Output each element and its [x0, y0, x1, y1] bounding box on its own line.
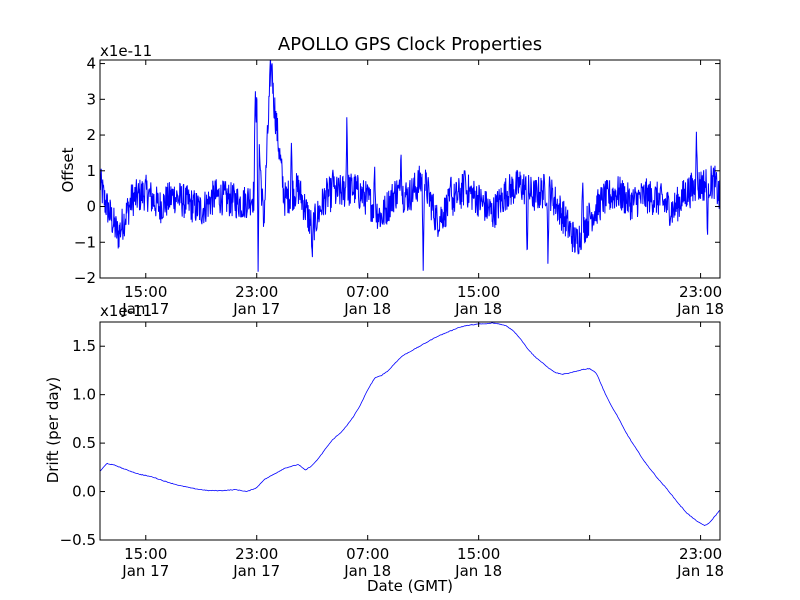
offset-y-multiplier: x1e-11 [100, 42, 152, 60]
offset-x-tick-label-time: 07:00 [346, 283, 389, 301]
drift-x-tick-label-date: Jan 18 [676, 562, 724, 580]
offset-x-tick-label-time: 23:00 [235, 283, 278, 301]
x-axis-label: Date (GMT) [367, 577, 453, 595]
offset-x-tick-label-date: Jan 17 [232, 300, 280, 318]
offset-y-tick-label: 2 [86, 126, 96, 144]
drift-series-line [100, 322, 720, 526]
offset-x-tick-label-date: Jan 17 [121, 300, 169, 318]
drift-y-axis-label: Drift (per day) [44, 377, 62, 484]
drift-x-tick-label-time: 23:00 [235, 545, 278, 563]
drift-y-multiplier: x1e-11 [100, 302, 152, 320]
offset-x-tick-label-date: Jan 18 [343, 300, 391, 318]
offset-y-tick-label: −1 [74, 233, 96, 251]
offset-y-tick-label: 0 [86, 198, 96, 216]
drift-panel: x1e-11 Drift (per day) −0.5 0.0 0.5 1.0 1.5 1… [44, 302, 724, 595]
drift-x-tick-label-time: 15:00 [457, 545, 500, 563]
offset-y-tick-label: −2 [74, 269, 96, 287]
drift-x-tick-label-time: 15:00 [124, 545, 167, 563]
offset-x-tick-label-time: 15:00 [124, 283, 167, 301]
drift-plot-area [100, 322, 720, 526]
drift-axes-frame [99, 321, 721, 541]
drift-x-tick-label-date: Jan 17 [232, 562, 280, 580]
drift-x-tick-label-time: 23:00 [679, 545, 722, 563]
offset-y-tick-label: 1 [86, 162, 96, 180]
drift-y-tick-label: 1.0 [72, 386, 96, 404]
drift-y-tick-label: 1.5 [72, 337, 96, 355]
drift-y-tick-label: −0.5 [60, 531, 96, 549]
offset-x-tick-label-date: Jan 18 [676, 300, 724, 318]
offset-panel: APOLLO GPS Clock Properties x1e-11 Offse… [59, 34, 724, 318]
drift-y-tick-label: 0.0 [72, 483, 96, 501]
offset-y-axis-label: Offset [59, 147, 77, 192]
chart-title: APOLLO GPS Clock Properties [278, 34, 542, 55]
offset-y-tick-label: 4 [86, 55, 96, 73]
drift-x-tick-label-date: Jan 17 [121, 562, 169, 580]
drift-y-tick-label: 0.5 [72, 434, 96, 452]
drift-x-tick-label-date: Jan 18 [343, 562, 391, 580]
offset-x-tick-label-time: 23:00 [679, 283, 722, 301]
offset-axes-frame [99, 59, 721, 279]
offset-y-tick-label: 3 [86, 90, 96, 108]
offset-x-tick-label-time: 15:00 [457, 283, 500, 301]
offset-x-tick-label-date: Jan 18 [454, 300, 502, 318]
drift-x-tick-label-date: Jan 18 [454, 562, 502, 580]
offset-series-line [100, 60, 720, 272]
drift-x-tick-label-time: 07:00 [346, 545, 389, 563]
offset-plot-area [100, 60, 720, 272]
